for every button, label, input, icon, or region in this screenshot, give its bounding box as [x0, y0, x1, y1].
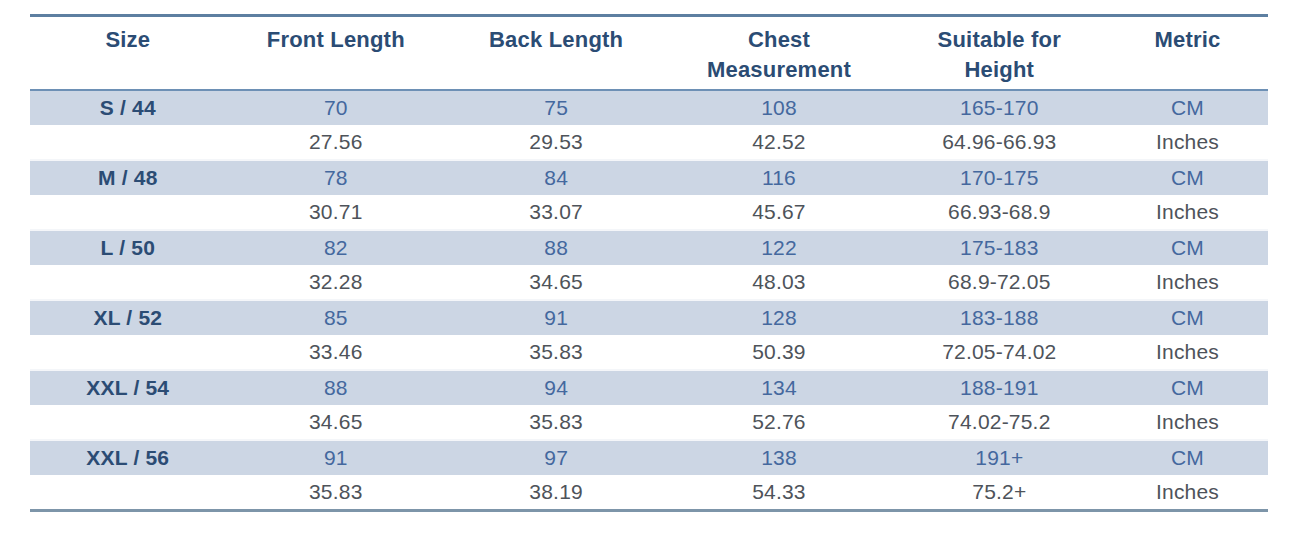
cell-front-length: 33.46	[226, 335, 446, 370]
table-row-inches: 30.7133.0745.6766.93-68.9Inches	[30, 195, 1268, 230]
cell-metric: Inches	[1107, 195, 1268, 230]
table-body: S / 447075108165-170CM27.5629.5342.5264.…	[30, 90, 1268, 510]
cell-size	[30, 335, 226, 370]
cell-size	[30, 125, 226, 160]
cell-front-length: 70	[226, 90, 446, 125]
cell-suitable-height: 188-191	[892, 370, 1107, 405]
cell-suitable-height: 72.05-74.02	[892, 335, 1107, 370]
cell-metric: CM	[1107, 370, 1268, 405]
table-row-inches: 32.2834.6548.0368.9-72.05Inches	[30, 265, 1268, 300]
cell-back-length: 97	[446, 440, 666, 475]
table-row-inches: 33.4635.8350.3972.05-74.02Inches	[30, 335, 1268, 370]
size-chart-table: Size Front Length Back Length Chest Meas…	[30, 14, 1268, 512]
cell-back-length: 34.65	[446, 265, 666, 300]
cell-front-length: 82	[226, 230, 446, 265]
cell-suitable-height: 183-188	[892, 300, 1107, 335]
cell-back-length: 75	[446, 90, 666, 125]
cell-chest-measurement: 42.52	[666, 125, 891, 160]
table-row-cm: XXL / 569197138191+CM	[30, 440, 1268, 475]
cell-back-length: 33.07	[446, 195, 666, 230]
cell-size	[30, 405, 226, 440]
cell-size: XXL / 56	[30, 440, 226, 475]
cell-front-length: 85	[226, 300, 446, 335]
cell-chest-measurement: 128	[666, 300, 891, 335]
cell-suitable-height: 66.93-68.9	[892, 195, 1107, 230]
cell-chest-measurement: 108	[666, 90, 891, 125]
table-row-inches: 35.8338.1954.3375.2+Inches	[30, 475, 1268, 510]
cell-size	[30, 475, 226, 510]
column-header-front-length: Front Length	[226, 16, 446, 91]
cell-chest-measurement: 134	[666, 370, 891, 405]
cell-front-length: 30.71	[226, 195, 446, 230]
cell-suitable-height: 64.96-66.93	[892, 125, 1107, 160]
column-header-metric: Metric	[1107, 16, 1268, 91]
cell-suitable-height: 68.9-72.05	[892, 265, 1107, 300]
header-row: Size Front Length Back Length Chest Meas…	[30, 16, 1268, 91]
table-row-cm: XXL / 548894134188-191CM	[30, 370, 1268, 405]
table-row-inches: 27.5629.5342.5264.96-66.93Inches	[30, 125, 1268, 160]
cell-suitable-height: 75.2+	[892, 475, 1107, 510]
cell-size: XL / 52	[30, 300, 226, 335]
cell-suitable-height: 170-175	[892, 160, 1107, 195]
cell-chest-measurement: 52.76	[666, 405, 891, 440]
table-row-cm: L / 508288122175-183CM	[30, 230, 1268, 265]
cell-chest-measurement: 50.39	[666, 335, 891, 370]
cell-back-length: 84	[446, 160, 666, 195]
cell-back-length: 29.53	[446, 125, 666, 160]
cell-front-length: 91	[226, 440, 446, 475]
cell-suitable-height: 165-170	[892, 90, 1107, 125]
cell-size	[30, 265, 226, 300]
cell-back-length: 91	[446, 300, 666, 335]
cell-chest-measurement: 116	[666, 160, 891, 195]
cell-metric: Inches	[1107, 125, 1268, 160]
cell-front-length: 88	[226, 370, 446, 405]
cell-metric: Inches	[1107, 265, 1268, 300]
cell-front-length: 78	[226, 160, 446, 195]
cell-chest-measurement: 54.33	[666, 475, 891, 510]
table-row-cm: M / 487884116170-175CM	[30, 160, 1268, 195]
column-header-chest-measurement: Chest Measurement	[666, 16, 891, 91]
cell-chest-measurement: 122	[666, 230, 891, 265]
cell-suitable-height: 74.02-75.2	[892, 405, 1107, 440]
cell-back-length: 88	[446, 230, 666, 265]
column-header-size: Size	[30, 16, 226, 91]
cell-size	[30, 195, 226, 230]
column-header-back-length: Back Length	[446, 16, 666, 91]
cell-metric: Inches	[1107, 475, 1268, 510]
cell-metric: CM	[1107, 160, 1268, 195]
cell-metric: CM	[1107, 90, 1268, 125]
cell-suitable-height: 191+	[892, 440, 1107, 475]
cell-back-length: 35.83	[446, 405, 666, 440]
cell-size: XXL / 54	[30, 370, 226, 405]
table-header: Size Front Length Back Length Chest Meas…	[30, 16, 1268, 91]
cell-metric: Inches	[1107, 335, 1268, 370]
cell-suitable-height: 175-183	[892, 230, 1107, 265]
cell-metric: Inches	[1107, 405, 1268, 440]
cell-metric: CM	[1107, 440, 1268, 475]
table-row-cm: S / 447075108165-170CM	[30, 90, 1268, 125]
cell-chest-measurement: 48.03	[666, 265, 891, 300]
cell-front-length: 27.56	[226, 125, 446, 160]
cell-metric: CM	[1107, 230, 1268, 265]
cell-size: S / 44	[30, 90, 226, 125]
cell-front-length: 32.28	[226, 265, 446, 300]
cell-chest-measurement: 45.67	[666, 195, 891, 230]
cell-back-length: 35.83	[446, 335, 666, 370]
cell-back-length: 94	[446, 370, 666, 405]
cell-back-length: 38.19	[446, 475, 666, 510]
cell-front-length: 35.83	[226, 475, 446, 510]
cell-metric: CM	[1107, 300, 1268, 335]
cell-chest-measurement: 138	[666, 440, 891, 475]
table-row-cm: XL / 528591128183-188CM	[30, 300, 1268, 335]
cell-size: L / 50	[30, 230, 226, 265]
cell-size: M / 48	[30, 160, 226, 195]
size-chart: Size Front Length Back Length Chest Meas…	[30, 14, 1268, 512]
table-row-inches: 34.6535.8352.7674.02-75.2Inches	[30, 405, 1268, 440]
cell-front-length: 34.65	[226, 405, 446, 440]
column-header-suitable-height: Suitable for Height	[892, 16, 1107, 91]
